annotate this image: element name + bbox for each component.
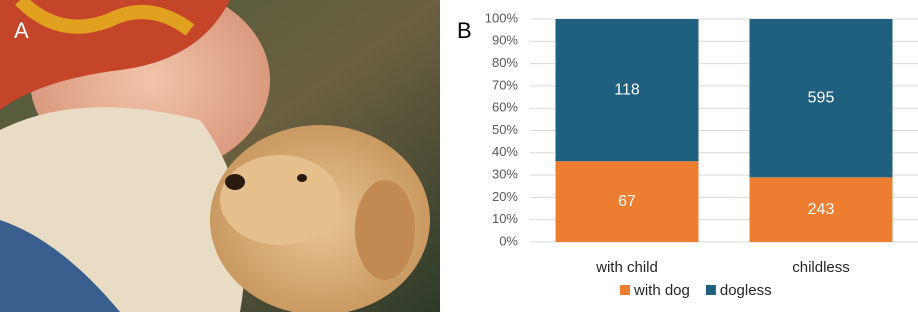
legend-swatch [706,285,716,295]
y-tick-label: 30% [492,167,518,182]
data-label: 118 [614,81,640,98]
page: A B 0% 10% 20% 30% 40% 50% 60% 70% 80% 90% 100% wit… [0,0,918,312]
y-tick-label: 20% [492,189,518,204]
y-tick-label: 60% [492,100,518,115]
panel-label: B [457,18,472,43]
figure: A B 0% 10% 20% 30% 40% 50% 60% 70% 80% 90% 100% wit… [0,0,918,312]
panel-label: A [14,18,29,43]
legend-label: with dog [633,282,690,299]
data-label: 243 [808,201,835,218]
data-label: 67 [618,193,636,210]
y-tick-label: 70% [492,77,518,92]
y-tick-label: 80% [492,55,518,70]
legend-label: dogless [720,282,772,299]
x-tick-label: childless [792,259,850,276]
data-label: 595 [808,89,835,106]
legend-swatch [620,285,630,295]
y-tick-label: 10% [492,211,518,226]
photo: A [0,0,440,312]
y-tick-label: 0% [499,233,518,248]
chart: 0% 10% 20% 30% 40% 50% 60% 70% 80% 90% 100% with ch… [485,10,918,299]
y-tick-label: 90% [492,33,518,48]
x-tick-label: with child [595,259,658,276]
y-tick-label: 50% [492,122,518,137]
y-tick-label: 100% [485,10,519,25]
y-tick-label: 40% [492,144,518,159]
